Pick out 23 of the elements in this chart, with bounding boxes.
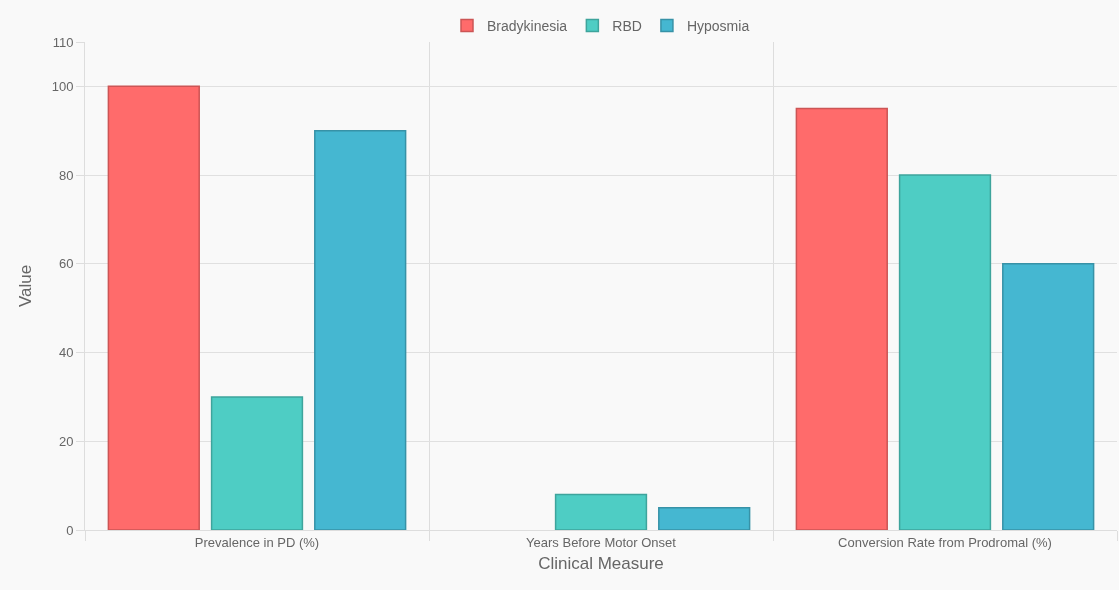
y-tick-label: 40 [58,345,74,361]
x-axis-title: Clinical Measure [538,554,664,573]
y-tick-label: 20 [58,433,74,449]
bar [1002,263,1095,530]
bar [554,493,648,530]
y-tick-label: 110 [52,34,74,50]
y-axis-title: Value [16,264,36,308]
legend-label: Hyposmia [686,18,750,35]
y-tick-label: 60 [58,256,74,272]
bar [898,174,992,530]
legend-label: Bradykinesia [487,18,568,35]
bar [314,129,407,530]
legend-label: RBD [612,18,642,35]
bar [107,85,200,530]
bar [658,507,751,530]
bar [210,396,304,530]
x-tick-label: Years Before Motor Onset [526,534,677,550]
bar [795,107,888,530]
x-tick-label: Conversion Rate from Prodromal (%) [838,534,1052,550]
y-tick-label: 80 [58,167,74,183]
y-tick-label: 100 [51,78,74,94]
x-tick-label: Prevalence in PD (%) [194,534,320,550]
y-tick-label: 0 [66,522,74,538]
